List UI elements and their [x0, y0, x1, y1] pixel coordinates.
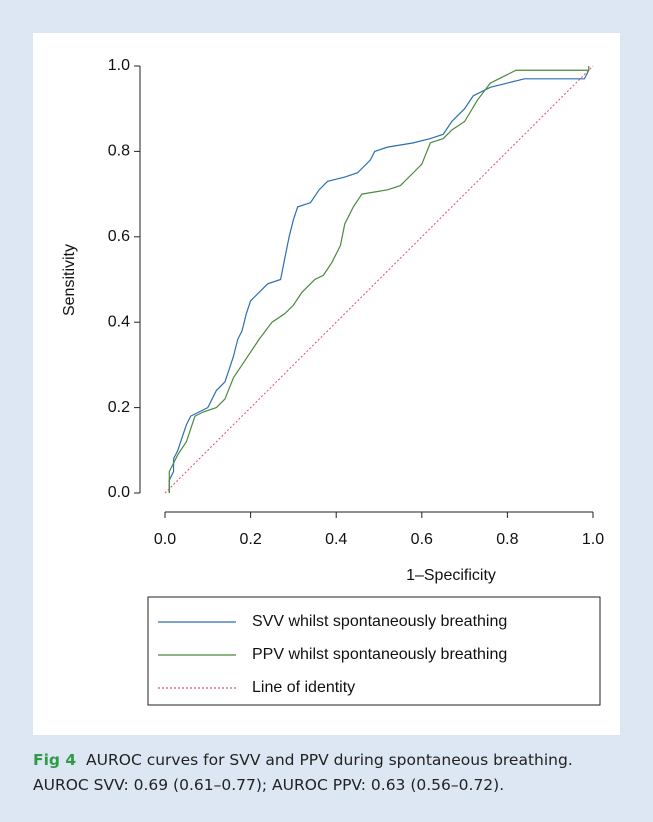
y-axis-label: Sensitivity [61, 244, 78, 316]
figure-panel [33, 33, 620, 735]
roc-curve [168, 66, 590, 493]
x-tick-label: 0.6 [411, 531, 433, 548]
caption: Fig 4 AUROC curves for SVV and PPV durin… [33, 748, 618, 798]
legend-label: Line of identity [252, 679, 355, 696]
legend-box [147, 596, 601, 706]
caption-label: Fig 4 [33, 751, 77, 769]
roc-curve [168, 70, 590, 493]
y-tick-label: 1.0 [108, 57, 130, 74]
caption-text: AUROC curves for SVV and PPV during spon… [33, 751, 573, 794]
legend-label: PPV whilst spontaneously breathing [252, 646, 507, 663]
roc-curve [164, 65, 594, 494]
x-axis-label: 1–Specificity [406, 567, 496, 584]
x-tick-label: 0.4 [325, 531, 347, 548]
y-tick-label: 0.2 [108, 399, 130, 416]
legend-label: SVV whilst spontaneously breathing [252, 613, 507, 630]
y-tick-label: 0.8 [108, 143, 130, 160]
x-tick-label: 1.0 [582, 531, 604, 548]
x-tick-label: 0.0 [154, 531, 176, 548]
y-tick-label: 0.0 [108, 484, 130, 501]
chart: 1–Specificity Sensitivity 0.0 0.2 0.4 0.6 0.… [61, 57, 604, 706]
x-tick-label: 0.8 [496, 531, 518, 548]
x-tick-label: 0.2 [239, 531, 261, 548]
y-tick-label: 0.6 [108, 228, 130, 245]
y-tick-label: 0.4 [108, 313, 130, 330]
